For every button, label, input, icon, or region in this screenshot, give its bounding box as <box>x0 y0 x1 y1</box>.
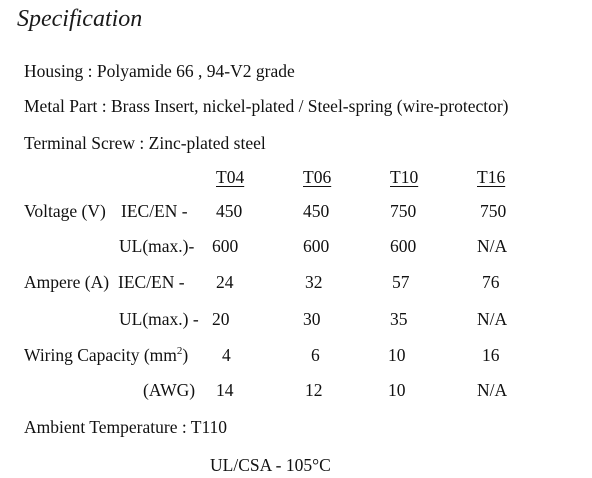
voltage-label: Voltage (V) <box>24 201 106 221</box>
wiring-awg-t04: 14 <box>216 380 234 400</box>
voltage-iec-t04: 450 <box>216 201 243 221</box>
voltage-ul-t10: 600 <box>390 236 417 256</box>
voltage-ul-t06: 600 <box>303 236 330 256</box>
ampere-ul-t10: 35 <box>390 309 408 329</box>
ampere-iec-t06: 32 <box>305 272 323 292</box>
ul-csa-temperature: UL/CSA - 105°C <box>210 455 331 475</box>
voltage-iec-t10: 750 <box>390 201 417 221</box>
column-header-t06: T06 <box>303 167 332 187</box>
wiring-mm-t06: 6 <box>311 345 320 365</box>
ampere-iec-t04: 24 <box>216 272 234 292</box>
housing-line: Housing : Polyamide 66 , 94-V2 grade <box>24 61 295 81</box>
wiring-awg-t10: 10 <box>388 380 406 400</box>
wiring-mm-t10: 10 <box>388 345 406 365</box>
ampere-label: Ampere (A) <box>24 272 110 292</box>
ampere-ul-t06: 30 <box>303 309 321 329</box>
voltage-ul-t16: N/A <box>477 236 508 256</box>
wiring-unit-superscript: 2 <box>176 345 183 358</box>
ampere-ul-t04: 20 <box>212 309 230 329</box>
ampere-iec-label: IEC/EN - <box>118 272 185 292</box>
wiring-awg-label: (AWG) <box>143 380 196 400</box>
wiring-mm-t16: 16 <box>482 345 500 365</box>
terminal-screw-line: Terminal Screw : Zinc-plated steel <box>24 133 266 153</box>
wiring-awg-t06: 12 <box>305 380 323 400</box>
voltage-iec-t06: 450 <box>303 201 330 221</box>
wiring-awg-t16: N/A <box>477 380 508 400</box>
voltage-iec-label: IEC/EN - <box>121 201 188 221</box>
ampere-ul-label: UL(max.) - <box>119 309 199 329</box>
wiring-mm-t04: 4 <box>222 345 231 365</box>
ampere-iec-t10: 57 <box>392 272 410 292</box>
wiring-capacity-label: Wiring Capacity (mm2) <box>24 345 189 365</box>
ampere-iec-t16: 76 <box>482 272 500 292</box>
ambient-temperature-line: Ambient Temperature : T110 <box>24 417 228 437</box>
column-header-t10: T10 <box>390 167 419 187</box>
voltage-ul-t04: 600 <box>212 236 239 256</box>
voltage-iec-t16: 750 <box>480 201 507 221</box>
ampere-ul-t16: N/A <box>477 309 508 329</box>
column-header-t16: T16 <box>477 167 506 187</box>
voltage-ul-label: UL(max.)- <box>119 236 195 256</box>
page-title: Specification <box>17 6 143 32</box>
metal-part-line: Metal Part : Brass Insert, nickel-plated… <box>24 96 509 116</box>
column-header-t04: T04 <box>216 167 245 187</box>
